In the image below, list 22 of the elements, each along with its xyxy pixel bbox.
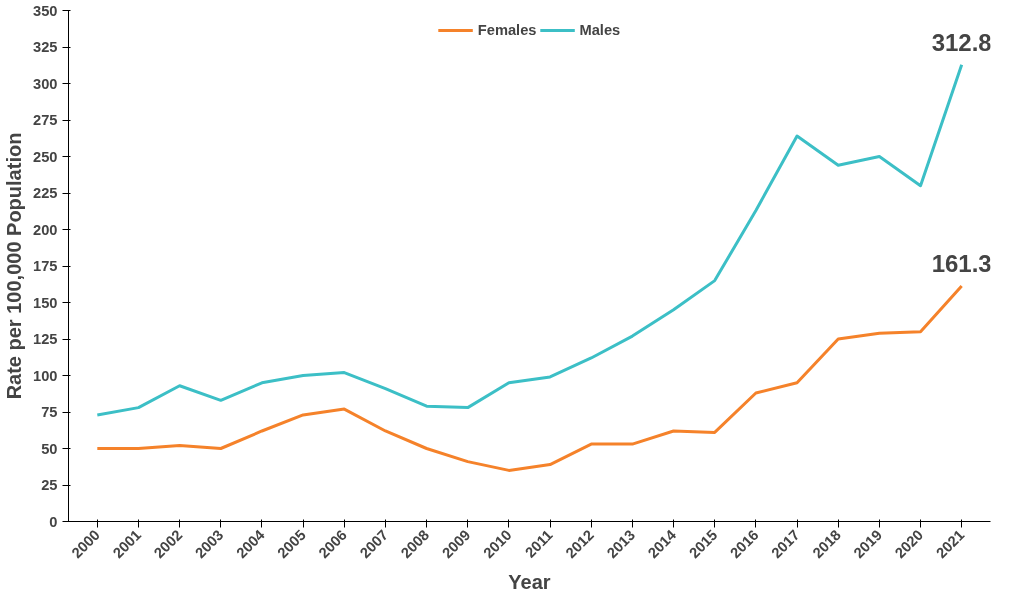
y-axis-title: Rate per 100,000 Population — [3, 132, 26, 400]
legend-label: Females — [477, 22, 537, 38]
legend-label: Males — [579, 22, 621, 38]
y-tick-label: 125 — [33, 331, 58, 347]
y-tick-label: 225 — [33, 185, 58, 201]
y-tick-label: 25 — [41, 477, 58, 493]
y-tick-label: 175 — [33, 258, 58, 274]
y-tick-label: 75 — [41, 404, 58, 420]
y-tick-label: 0 — [49, 513, 58, 530]
y-tick-label: 275 — [33, 112, 58, 128]
y-tick-label: 100 — [33, 367, 58, 384]
annotation: 161.3 — [931, 250, 992, 277]
annotation: 312.8 — [931, 28, 992, 56]
y-tick-label: 150 — [33, 294, 58, 311]
y-tick-label: 325 — [33, 39, 58, 55]
y-tick-label: 200 — [33, 221, 58, 238]
y-tick-label: 250 — [33, 148, 58, 165]
y-tick-label: 350 — [33, 2, 58, 19]
y-tick-label: 300 — [33, 75, 58, 92]
x-axis-title: Year — [508, 570, 551, 593]
y-tick-label: 50 — [41, 440, 58, 457]
line-series — [95, 284, 964, 472]
